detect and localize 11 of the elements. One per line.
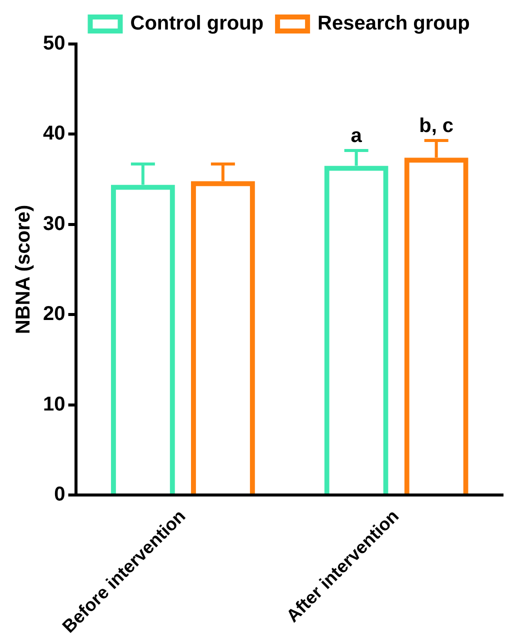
y-tick-label: 10 bbox=[42, 393, 66, 416]
annotation: b, c bbox=[419, 115, 454, 138]
y-axis-title: NBNA (score) bbox=[12, 204, 35, 334]
y-tick-label: 20 bbox=[42, 303, 66, 326]
legend-label: Control group bbox=[130, 12, 264, 35]
y-tick-label: 30 bbox=[42, 212, 66, 235]
y-tick-label: 40 bbox=[42, 122, 66, 145]
annotation: a bbox=[350, 124, 363, 147]
y-tick-label: 50 bbox=[42, 32, 66, 55]
legend-label: Research group bbox=[318, 12, 470, 35]
y-tick-label: 0 bbox=[54, 484, 66, 506]
